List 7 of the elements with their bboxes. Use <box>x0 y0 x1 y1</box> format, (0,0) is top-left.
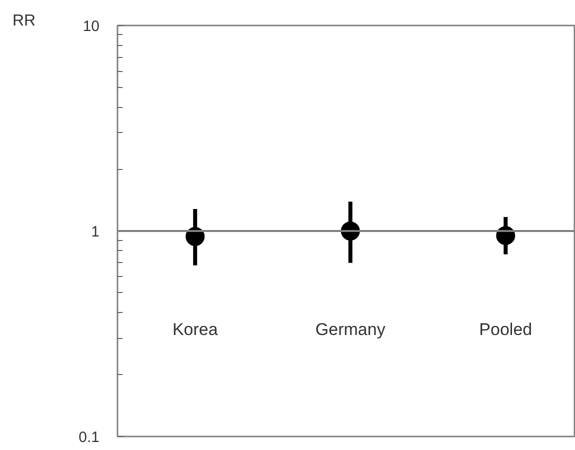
y-tick-label: 1 <box>91 224 100 240</box>
y-tick-label: 10 <box>82 18 100 35</box>
x-tick-label: Pooled <box>479 320 532 340</box>
x-tick-label: Korea <box>172 320 218 340</box>
y-tick-label: 0.1 <box>78 429 100 446</box>
x-tick-label: Germany <box>315 320 386 340</box>
y-axis-title: RR <box>12 12 36 30</box>
